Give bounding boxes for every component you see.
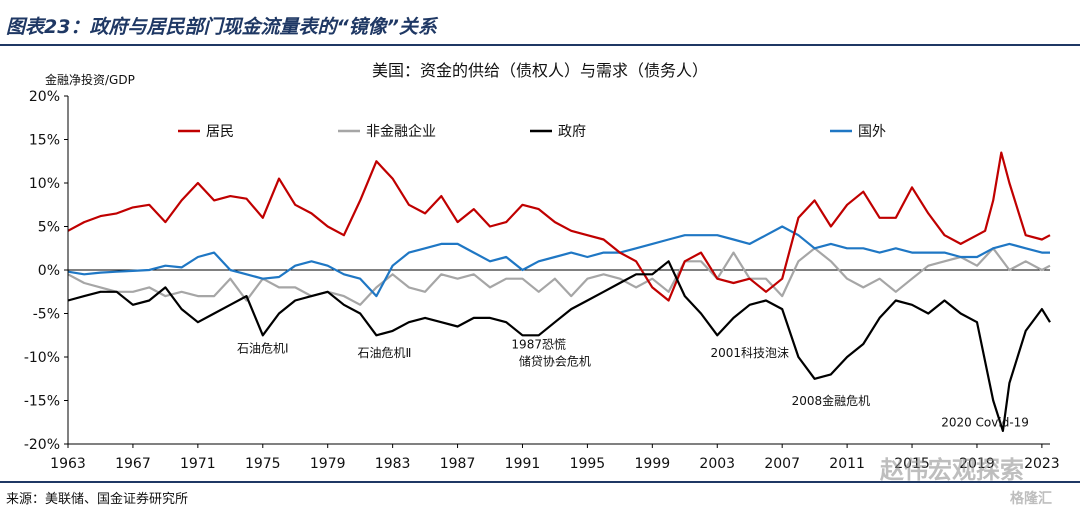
series-line-居民 [67,151,1051,302]
x-tick-label: 2023 [1024,456,1060,472]
watermark-main: 赵伟宏观探索 [880,456,1024,484]
y-tick-label: 10% [29,176,60,192]
chart-title: 美国：资金的供给（债权人）与需求（债务人） [372,61,708,80]
x-tick-label: 1987 [440,456,476,472]
y-tick-label: -15% [24,394,60,410]
y-tick-label: -5% [33,307,60,323]
x-tick-label: 1999 [635,456,671,472]
x-tick-label: 2003 [699,456,735,472]
x-tick-label: 1971 [180,456,216,472]
x-tick-label: 2011 [829,456,865,472]
x-tick-label: 1967 [115,456,151,472]
y-tick-label: 5% [38,220,60,236]
watermark-corner: 格隆汇 [1010,491,1052,507]
legend: 居民 非金融企业 政府 国外 [178,123,886,140]
annotation-label: 储贷协会危机 [519,354,591,369]
x-tick-label: 1963 [50,456,86,472]
series-line-政府 [67,260,1051,432]
x-tick-label: 1979 [310,456,346,472]
legend-label: 国外 [858,124,886,140]
x-tick-label: 2019 [959,456,995,472]
source-note: 来源：美联储、国金证券研究所 [6,492,189,507]
legend-label: 非金融企业 [366,123,436,140]
annotation-label: 2001科技泡沫 [710,346,789,360]
y-tick-label: -20% [24,437,60,453]
axes: 20% 15% 10% 5% 0% -5% -10% -15% -20% 1963 1967 1971… [24,89,1060,472]
x-tick-label: 1991 [505,456,541,472]
annotation-label: 石油危机Ⅱ [358,346,412,360]
chart: 美国：资金的供给（债权人）与需求（债务人） 金融净投资/GDP 20% 15% 10… [24,61,1060,472]
legend-label: 居民 [206,124,234,140]
annotation-label: 2020 Covid-19 [941,416,1029,430]
y-axis-label: 金融净投资/GDP [45,72,135,87]
x-tick-label: 2015 [894,456,930,472]
annotation-label: 石油危机Ⅰ [237,342,289,356]
series-layer [67,151,1051,432]
bottom-rule [0,481,1080,483]
x-tick-label: 2007 [764,456,800,472]
y-tick-label: -10% [24,350,60,366]
x-tick-label: 1983 [375,456,411,472]
annotation-label: 2008金融危机 [792,393,871,408]
y-tick-label: 15% [29,133,60,149]
title-rule [0,44,1080,46]
x-tick-label: 1995 [570,456,606,472]
legend-label: 政府 [558,124,586,140]
y-tick-label: 0% [38,263,60,279]
figure-title: 图表23：政府与居民部门现金流量表的“镜像”关系 [6,16,437,38]
series-line-国外 [67,225,1050,298]
y-tick-label: 20% [29,89,60,105]
annotation-label: 1987恐慌 [511,337,566,351]
series-line-非金融企业 [67,247,1051,306]
x-tick-label: 1975 [245,456,281,472]
